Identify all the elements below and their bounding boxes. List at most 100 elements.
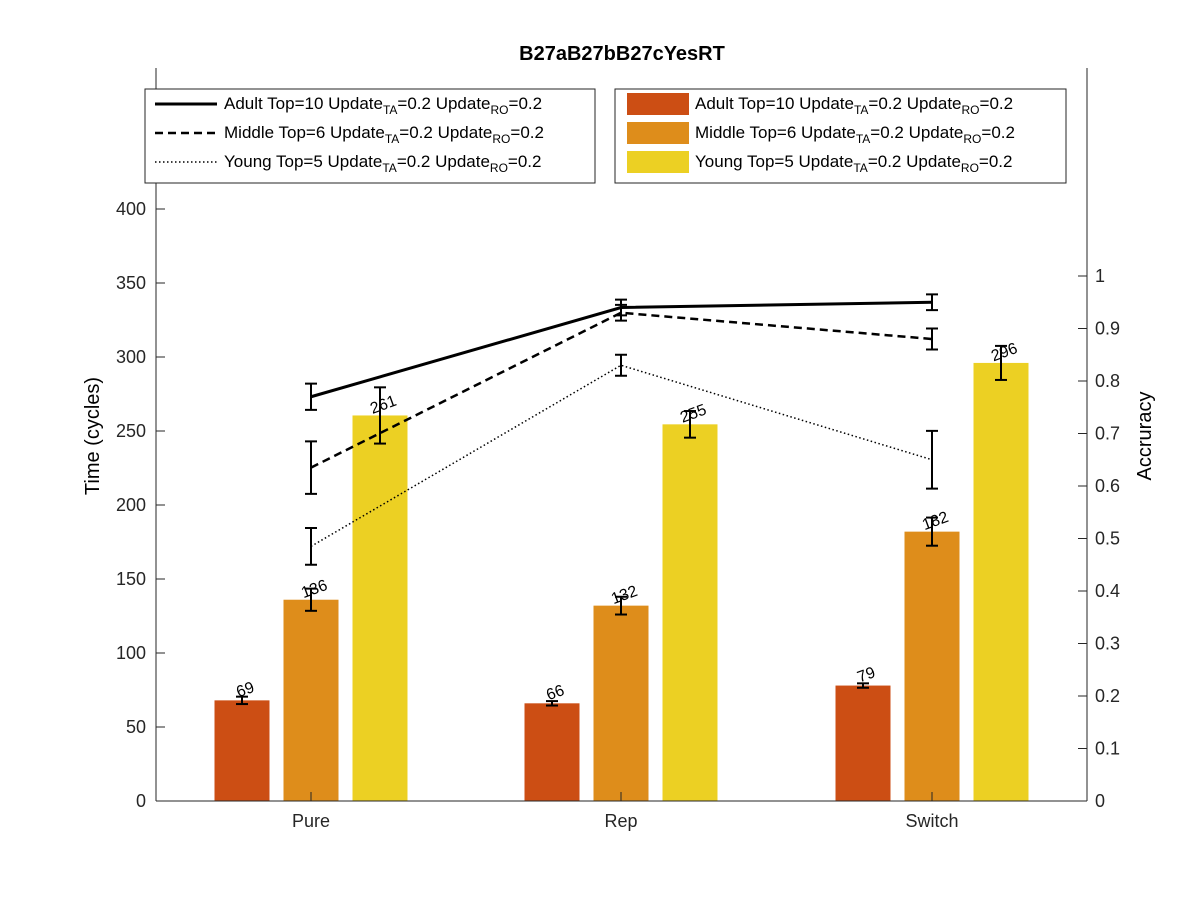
legend-sub1: TA bbox=[383, 103, 397, 117]
line-error-bar bbox=[926, 293, 938, 312]
bar-error-bar bbox=[926, 516, 938, 547]
legend-sub2: RO bbox=[490, 161, 508, 175]
y-right-tick-label: 0.4 bbox=[1095, 581, 1120, 601]
legend-sub1: TA bbox=[385, 132, 399, 146]
legend-mid: =0.2 Update bbox=[397, 152, 490, 171]
x-tick-label: Rep bbox=[604, 811, 637, 831]
legend-main: Middle Top=6 Update bbox=[224, 123, 385, 142]
y-right-tick-label: 0.1 bbox=[1095, 739, 1120, 759]
bar-data-label: 296 bbox=[989, 340, 1020, 365]
bar bbox=[662, 424, 718, 801]
bar bbox=[352, 415, 408, 801]
y-right-tick-label: 0.2 bbox=[1095, 686, 1120, 706]
legend-end: =0.2 bbox=[510, 123, 544, 142]
x-tick-label: Pure bbox=[292, 811, 330, 831]
y-left-tick-label: 200 bbox=[116, 495, 146, 515]
bar-data-label: 79 bbox=[855, 664, 878, 686]
legend-sub1: TA bbox=[856, 132, 870, 146]
legend-main: Young Top=5 Update bbox=[224, 152, 382, 171]
line-error-bar bbox=[305, 440, 317, 495]
y-left-tick-label: 150 bbox=[116, 569, 146, 589]
y-left-tick-label: 350 bbox=[116, 273, 146, 293]
y-left-tick-label: 0 bbox=[136, 791, 146, 811]
bar-error-bar bbox=[374, 386, 386, 445]
bar bbox=[593, 605, 649, 801]
bar-data-label: 182 bbox=[920, 509, 951, 534]
legend-mid: =0.2 Update bbox=[397, 94, 490, 113]
bar bbox=[214, 700, 270, 801]
x-tick-label: Switch bbox=[905, 811, 958, 831]
bar-error-bar bbox=[857, 682, 869, 689]
legend-end: =0.2 bbox=[980, 94, 1014, 113]
legend-mid: =0.2 Update bbox=[870, 123, 963, 142]
bar-data-label: 66 bbox=[544, 682, 567, 704]
legend-sub1: TA bbox=[854, 103, 868, 117]
legend-sub2: RO bbox=[491, 103, 509, 117]
bar-error-bar bbox=[236, 695, 248, 706]
y-left-tick-label: 250 bbox=[116, 421, 146, 441]
legend-swatch bbox=[627, 122, 689, 144]
line-error-bar bbox=[305, 382, 317, 411]
bar-data-label: 132 bbox=[609, 583, 640, 608]
line-error-bar bbox=[926, 429, 938, 490]
legend-entry-label: Adult Top=10 UpdateTA=0.2 UpdateRO=0.2 bbox=[695, 94, 1013, 117]
legend-swatch bbox=[627, 151, 689, 173]
line-error-bar bbox=[305, 527, 317, 566]
y-right-tick-label: 0.3 bbox=[1095, 634, 1120, 654]
bar-data-label: 136 bbox=[299, 577, 330, 602]
bar-data-label: 261 bbox=[368, 393, 399, 418]
legend-entry-label: Middle Top=6 UpdateTA=0.2 UpdateRO=0.2 bbox=[695, 123, 1015, 146]
legend-entry-label: Adult Top=10 UpdateTA=0.2 UpdateRO=0.2 bbox=[224, 94, 542, 117]
legend-mid: =0.2 Update bbox=[399, 123, 492, 142]
bar-error-bar bbox=[684, 410, 696, 439]
y-right-tick-label: 0.7 bbox=[1095, 424, 1120, 444]
legend-sub1: TA bbox=[853, 161, 867, 175]
legend-sub2: RO bbox=[962, 103, 980, 117]
bar-error-bar bbox=[546, 700, 558, 707]
legend-entry-label: Young Top=5 UpdateTA=0.2 UpdateRO=0.2 bbox=[224, 152, 541, 175]
legend-end: =0.2 bbox=[979, 152, 1013, 171]
plot-area: 69 66 79 136 132 182 261 255 296 bbox=[214, 293, 1029, 801]
bar-error-bar bbox=[615, 595, 627, 616]
legend-sub1: TA bbox=[382, 161, 396, 175]
legend-mid: =0.2 Update bbox=[868, 152, 961, 171]
bar bbox=[524, 703, 580, 801]
y-right-tick-label: 0.5 bbox=[1095, 529, 1120, 549]
legend-mid: =0.2 Update bbox=[868, 94, 961, 113]
legend-main: Middle Top=6 Update bbox=[695, 123, 856, 142]
y-right-tick-label: 0 bbox=[1095, 791, 1105, 811]
line-legend: Adult Top=10 UpdateTA=0.2 UpdateRO=0.2Mi… bbox=[144, 88, 596, 184]
legend-entry-label: Middle Top=6 UpdateTA=0.2 UpdateRO=0.2 bbox=[224, 123, 544, 146]
bar-error-bar bbox=[305, 587, 317, 612]
legend-swatch bbox=[627, 93, 689, 115]
bar-legend-box bbox=[614, 88, 1067, 184]
line-legend-box bbox=[144, 88, 596, 184]
legend-sub2: RO bbox=[961, 161, 979, 175]
chart-title: B27aB27bB27cYesRT bbox=[519, 43, 725, 65]
y-left-tick-label: 300 bbox=[116, 347, 146, 367]
y-axis-right-label: Accruracy bbox=[1134, 392, 1156, 481]
y-right-tick-label: 1 bbox=[1095, 266, 1105, 286]
legend-end: =0.2 bbox=[509, 94, 543, 113]
legend-sub2: RO bbox=[492, 132, 510, 146]
legend-end: =0.2 bbox=[508, 152, 542, 171]
axes: 0 50 100 150 200 250 300 350 400 0 0.1 0.2 0.3 0.4 0.5… bbox=[116, 68, 1120, 831]
y-left-tick-label: 100 bbox=[116, 643, 146, 663]
line-error-bar bbox=[926, 327, 938, 351]
bar-data-label: 69 bbox=[234, 679, 257, 701]
bar bbox=[835, 685, 891, 801]
bar bbox=[904, 531, 960, 801]
legend-end: =0.2 bbox=[981, 123, 1015, 142]
legend-entry-label: Young Top=5 UpdateTA=0.2 UpdateRO=0.2 bbox=[695, 152, 1012, 175]
bar-data-label: 255 bbox=[678, 402, 709, 427]
legend-main: Young Top=5 Update bbox=[695, 152, 853, 171]
legend-main: Adult Top=10 Update bbox=[224, 94, 383, 113]
y-axis-left-label: Time (cycles) bbox=[82, 377, 104, 495]
y-right-tick-label: 0.9 bbox=[1095, 319, 1120, 339]
legend-sub2: RO bbox=[963, 132, 981, 146]
y-right-tick-label: 0.8 bbox=[1095, 371, 1120, 391]
line-error-bar bbox=[615, 303, 627, 322]
legend-main: Adult Top=10 Update bbox=[695, 94, 854, 113]
y-left-tick-label: 400 bbox=[116, 199, 146, 219]
